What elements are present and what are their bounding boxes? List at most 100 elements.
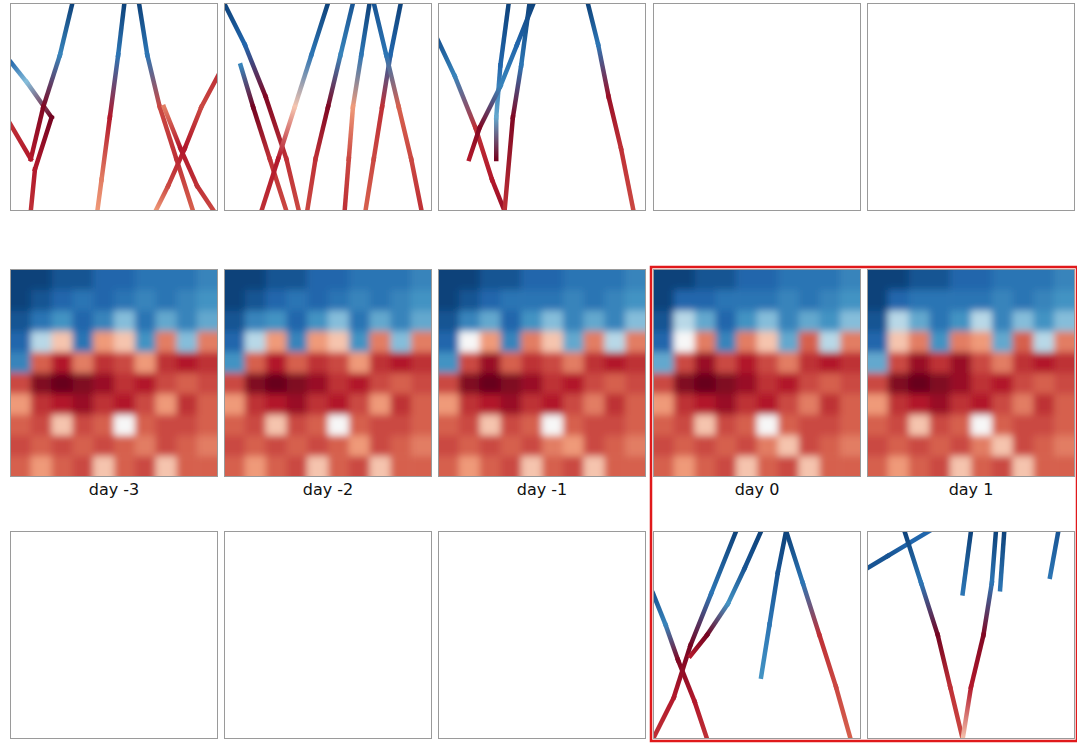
field-cell	[584, 269, 605, 290]
track-segment	[374, 107, 382, 159]
field-cell	[521, 311, 542, 332]
field-cell	[674, 415, 695, 436]
field-cell	[840, 394, 861, 415]
highlight-box	[651, 267, 1077, 741]
field-cell	[674, 352, 695, 373]
field	[10, 269, 218, 477]
panel-frame	[654, 4, 861, 211]
field-cell	[72, 290, 93, 311]
field-cell	[604, 352, 625, 373]
track-segment	[361, 3, 369, 55]
field-cell	[971, 394, 992, 415]
field-cell	[888, 311, 909, 332]
field-cell	[840, 373, 861, 394]
field-cell	[93, 352, 114, 373]
tracks	[224, 3, 422, 211]
field-cell	[929, 456, 950, 477]
field-cell	[653, 435, 674, 456]
field-cell	[135, 435, 156, 456]
field-cell	[674, 331, 695, 352]
field-cell	[1033, 415, 1054, 436]
field-cell	[909, 352, 930, 373]
field-cell	[266, 311, 287, 332]
track-segment	[505, 117, 513, 211]
field-cell	[156, 352, 177, 373]
field-cell	[156, 435, 177, 456]
field-cell	[778, 290, 799, 311]
track-segment	[500, 3, 508, 65]
field-cell	[992, 394, 1013, 415]
track-segment	[10, 124, 31, 159]
field-cell	[500, 331, 521, 352]
field-cell	[929, 435, 950, 456]
track-segment	[31, 107, 43, 159]
field-cell	[563, 290, 584, 311]
field-cell	[819, 435, 840, 456]
field-cell	[840, 415, 861, 436]
field-cell	[480, 352, 501, 373]
track-segment	[241, 65, 253, 107]
field-cell	[411, 331, 432, 352]
track-segment	[43, 55, 60, 107]
field	[224, 269, 432, 477]
field-cell	[950, 456, 971, 477]
field-cell	[625, 269, 646, 290]
field-cell	[625, 415, 646, 436]
field-cell	[867, 415, 888, 436]
field-cell	[625, 435, 646, 456]
field-cell	[604, 394, 625, 415]
field-cell	[156, 394, 177, 415]
field-cell	[971, 435, 992, 456]
field-cell	[245, 394, 266, 415]
field-cell	[757, 415, 778, 436]
track-segment	[411, 159, 421, 211]
field-cell	[197, 290, 218, 311]
field-cell	[52, 311, 73, 332]
field-cell	[888, 415, 909, 436]
field-cell	[266, 435, 287, 456]
field-cell	[307, 435, 328, 456]
track-segment	[819, 635, 836, 687]
panel-frame	[654, 532, 861, 739]
field-cell	[653, 456, 674, 477]
field-cell	[135, 331, 156, 352]
field-cell	[840, 352, 861, 373]
track-segment	[621, 149, 633, 211]
field-cell	[888, 394, 909, 415]
field-cell	[695, 373, 716, 394]
field-cell	[307, 373, 328, 394]
field-cell	[438, 435, 459, 456]
field-cell	[459, 269, 480, 290]
field	[653, 269, 861, 477]
field-cell	[114, 415, 135, 436]
track-segment	[307, 159, 315, 211]
field-cell	[542, 435, 563, 456]
field-cell	[224, 311, 245, 332]
field-cell	[390, 269, 411, 290]
field-cell	[224, 415, 245, 436]
field-cell	[438, 311, 459, 332]
field-cell	[819, 373, 840, 394]
field-cell	[93, 415, 114, 436]
field-cell	[480, 331, 501, 352]
track-segment	[340, 3, 352, 55]
field-cell	[480, 415, 501, 436]
field-cell	[992, 290, 1013, 311]
field-cell	[156, 331, 177, 352]
field-cell	[370, 435, 391, 456]
panel-frame	[439, 532, 646, 739]
field-cell	[563, 269, 584, 290]
field-cell	[653, 394, 674, 415]
field-cell	[604, 311, 625, 332]
field-cell	[715, 331, 736, 352]
field-cell	[93, 269, 114, 290]
field-cell	[480, 373, 501, 394]
field-cell	[197, 311, 218, 332]
field-cell	[542, 456, 563, 477]
track-segment	[963, 687, 971, 739]
field-cell	[778, 331, 799, 352]
field-cell	[245, 269, 266, 290]
field-cell	[584, 311, 605, 332]
field-cell	[328, 290, 349, 311]
track-segment	[386, 55, 398, 107]
